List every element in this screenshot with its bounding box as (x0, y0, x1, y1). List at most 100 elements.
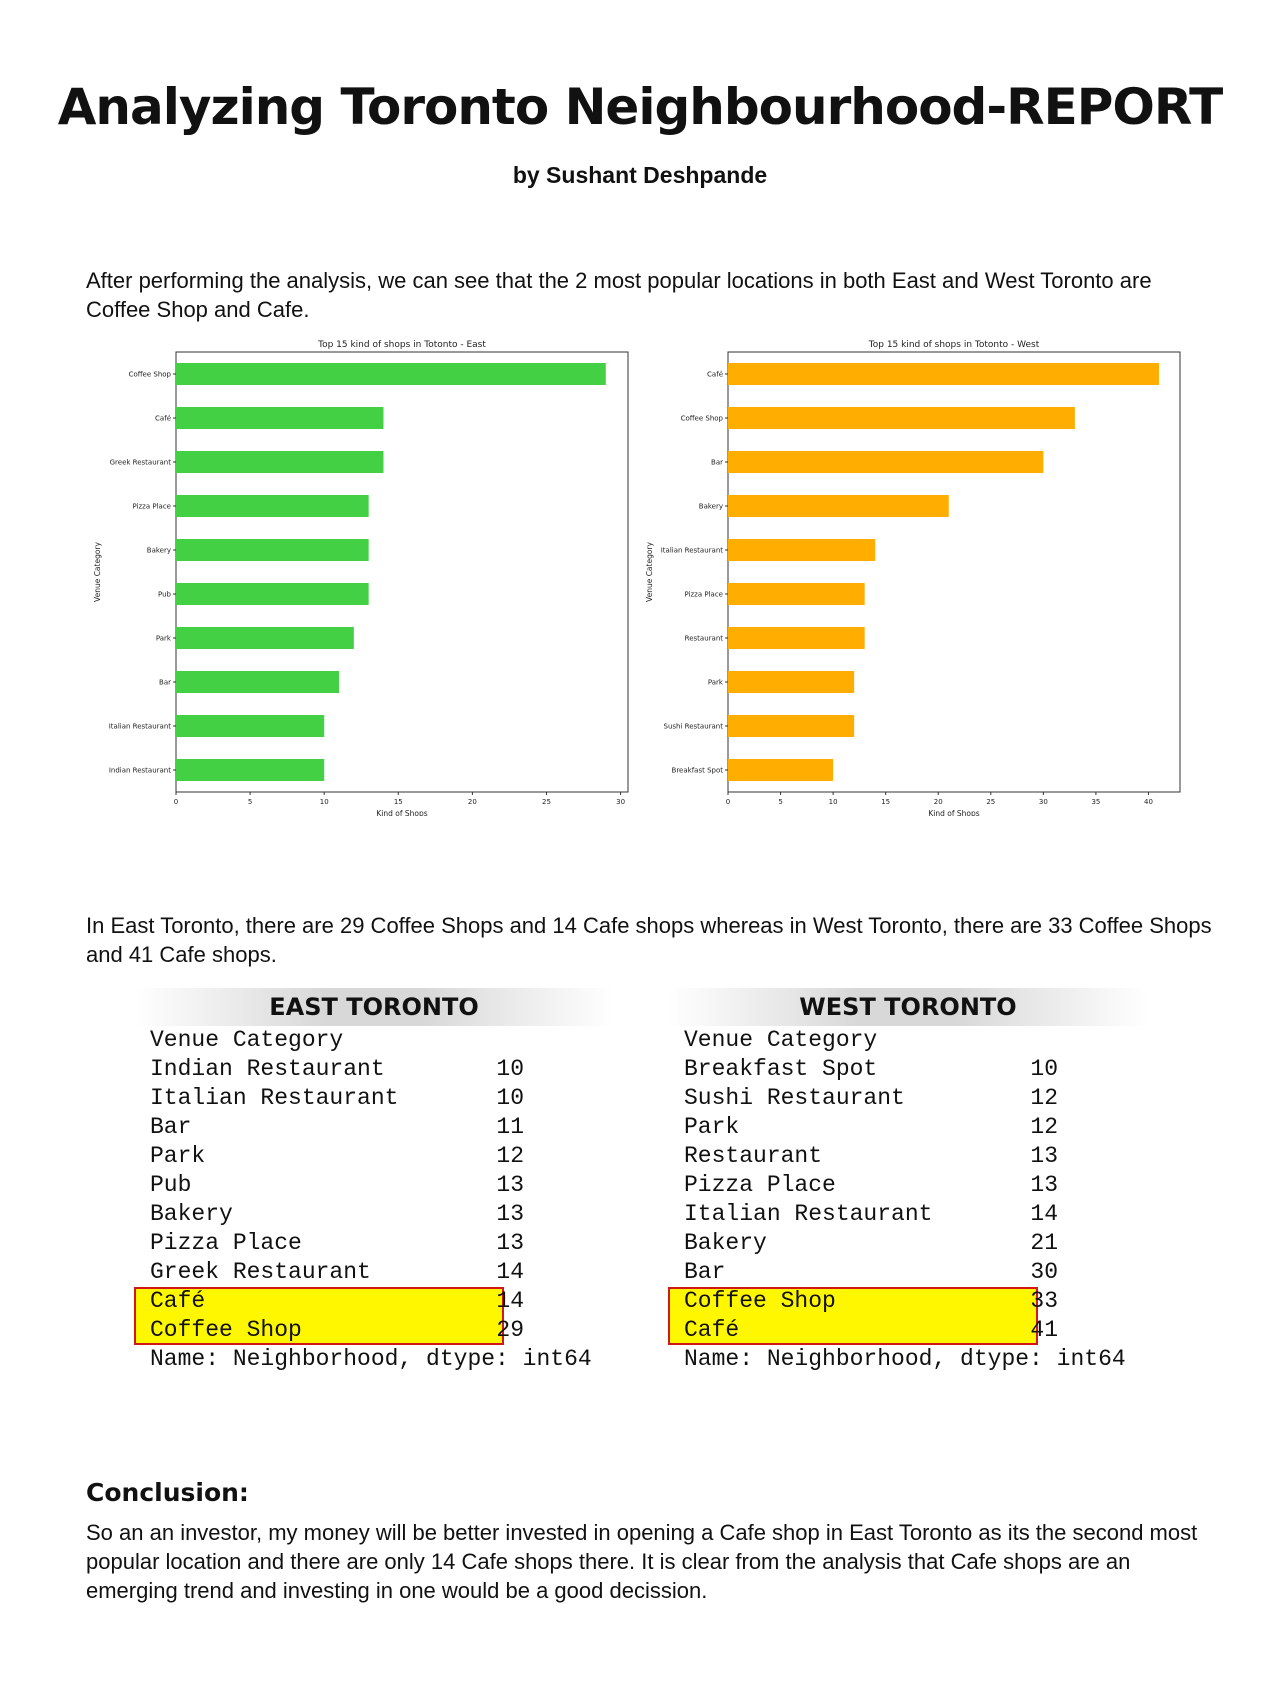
row-venue-name: Bar (684, 1259, 726, 1285)
conclusion-heading: Conclusion: (86, 1478, 249, 1507)
east-highlight-box (134, 1287, 504, 1345)
table-row: Indian Restaurant 10 (134, 1055, 614, 1084)
east-x-tick-label: 15 (394, 798, 403, 806)
east-x-tick-label: 10 (320, 798, 329, 806)
row-venue-count: 13 (1030, 1143, 1058, 1169)
west-bar-chart: Top 15 kind of shops in Totonto - West Ki… (645, 340, 1181, 816)
east-bar (176, 407, 384, 429)
west-x-tick-label: 20 (934, 798, 943, 806)
table-row: Coffee Shop 29 (134, 1316, 614, 1345)
west-y-tick-label: Bar (711, 459, 723, 467)
east-table: EAST TORONTO Venue Category Indian Restau… (134, 988, 614, 1374)
table-row: Restaurant 13 (668, 1142, 1148, 1171)
west-x-tick-label: 0 (726, 798, 730, 806)
east-bar (176, 495, 369, 517)
row-venue-name: Restaurant (684, 1143, 823, 1169)
west-table-body: Venue Category Breakfast Spot 10 Sushi Rest… (668, 1026, 1148, 1374)
east-y-tick-label: Bakery (147, 547, 171, 555)
west-bar (728, 451, 1044, 473)
row-venue-name: Italian Restaurant (684, 1201, 933, 1227)
east-y-axis-label: Venue Category (93, 541, 102, 601)
table-row: Pizza Place 13 (134, 1229, 614, 1258)
row-venue-name: Coffee Shop (150, 1317, 302, 1343)
table-row: Italian Restaurant 14 (668, 1200, 1148, 1229)
row-venue-name: Bakery (684, 1230, 767, 1256)
table-row: Bar 11 (134, 1113, 614, 1142)
west-bar (728, 407, 1075, 429)
row-venue-name: Bar (150, 1114, 192, 1140)
east-y-tick-label: Pizza Place (133, 503, 172, 511)
west-bar (728, 671, 855, 693)
east-chart-title: Top 15 kind of shops in Totonto - East (317, 340, 486, 350)
row-venue-name: Café (150, 1288, 206, 1314)
east-x-tick-label: 20 (468, 798, 477, 806)
west-x-tick-label: 15 (881, 798, 890, 806)
east-bar (176, 671, 340, 693)
row-venue-count: 13 (496, 1172, 524, 1198)
west-y-tick-label: Café (707, 371, 723, 379)
table-row: Park 12 (134, 1142, 614, 1171)
west-y-tick-label: Restaurant (685, 635, 724, 643)
row-venue-name: Indian Restaurant (150, 1056, 385, 1082)
table-row: Pub 13 (134, 1171, 614, 1200)
west-plot-frame (727, 351, 1181, 793)
west-y-tick-label: Breakfast Spot (672, 767, 724, 775)
table-row: Café 41 (668, 1316, 1148, 1345)
row-venue-name: Breakfast Spot (684, 1056, 878, 1082)
west-x-tick-label: 40 (1144, 798, 1153, 806)
east-y-tick-label: Park (156, 635, 172, 643)
east-x-tick-label: 25 (542, 798, 551, 806)
row-venue-count: 13 (1030, 1172, 1058, 1198)
west-y-tick-label: Sushi Restaurant (664, 723, 724, 731)
row-venue-count: 41 (1030, 1317, 1058, 1343)
west-table-heading: WEST TORONTO (668, 988, 1148, 1026)
row-venue-count: 12 (1030, 1114, 1058, 1140)
row-venue-count: 10 (496, 1085, 524, 1111)
row-venue-name: Park (684, 1114, 740, 1140)
east-table-heading: EAST TORONTO (134, 988, 614, 1026)
east-table-footer: Name: Neighborhood, dtype: int64 (150, 1346, 592, 1372)
east-bar (176, 451, 384, 473)
west-y-tick-label: Coffee Shop (681, 415, 724, 423)
table-row: Bakery 13 (134, 1200, 614, 1229)
west-bar (728, 627, 865, 649)
table-row: Pizza Place 13 (668, 1171, 1148, 1200)
west-x-axis-label: Kind of Shops (928, 809, 979, 816)
row-venue-name: Italian Restaurant (150, 1085, 399, 1111)
row-venue-count: 14 (496, 1288, 524, 1314)
east-bar (176, 363, 606, 385)
east-y-tick-label: Café (155, 415, 171, 423)
east-x-axis-label: Kind of Shops (376, 809, 427, 816)
west-bar (728, 715, 855, 737)
counts-paragraph: In East Toronto, there are 29 Coffee Sho… (86, 913, 1212, 967)
table-row: Park 12 (668, 1113, 1148, 1142)
row-venue-count: 21 (1030, 1230, 1058, 1256)
west-x-tick-label: 35 (1091, 798, 1100, 806)
west-table: WEST TORONTO Venue Category Breakfast Spo… (668, 988, 1148, 1374)
west-x-tick-label: 10 (829, 798, 838, 806)
west-bar (728, 363, 1159, 385)
west-x-tick-label: 5 (778, 798, 782, 806)
west-y-tick-label: Pizza Place (685, 591, 724, 599)
row-venue-name: Greek Restaurant (150, 1259, 371, 1285)
row-venue-name: Park (150, 1143, 206, 1169)
west-highlight-box (668, 1287, 1038, 1345)
west-bar (728, 759, 834, 781)
row-venue-count: 33 (1030, 1288, 1058, 1314)
row-venue-count: 14 (496, 1259, 524, 1285)
report-byline: by Sushant Deshpande (512, 162, 768, 188)
east-y-tick-label: Italian Restaurant (109, 723, 172, 731)
row-venue-count: 11 (496, 1114, 524, 1140)
row-venue-count: 13 (496, 1230, 524, 1256)
report-title: Analyzing Toronto Neighbourhood-REPORT (57, 78, 1224, 136)
west-bar (728, 539, 876, 561)
west-bar (728, 583, 865, 605)
table-row: Café 14 (134, 1287, 614, 1316)
row-venue-count: 29 (496, 1317, 524, 1343)
west-chart-title: Top 15 kind of shops in Totonto - West (868, 340, 1040, 350)
row-venue-count: 12 (496, 1143, 524, 1169)
east-bar (176, 627, 354, 649)
intro-paragraph: After performing the analysis, we can se… (86, 268, 1152, 322)
table-row: Sushi Restaurant 12 (668, 1084, 1148, 1113)
east-bar (176, 759, 325, 781)
